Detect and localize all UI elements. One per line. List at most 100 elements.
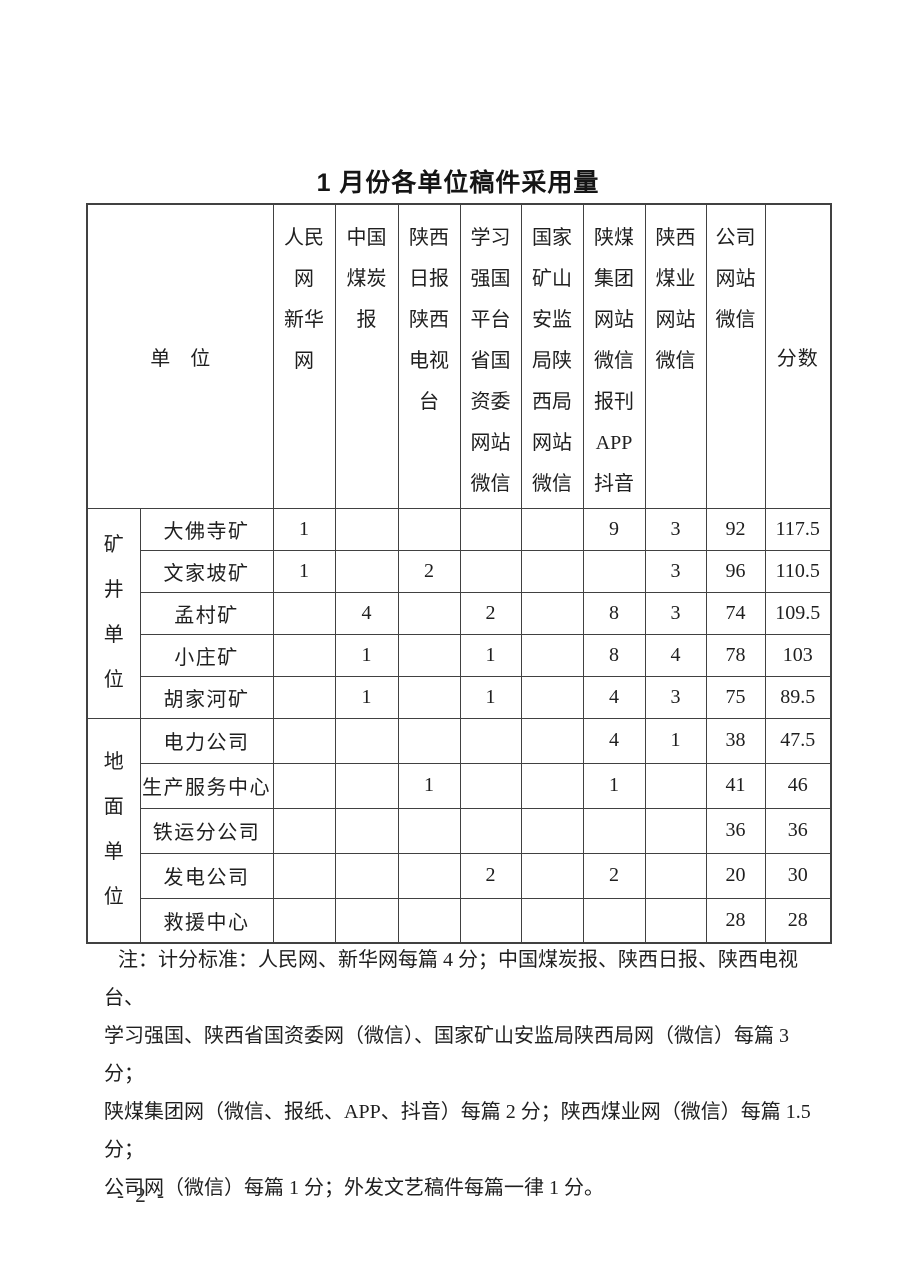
value-cell: 3 — [644, 591, 707, 635]
column-header-mine-safety-bureau: 国家 矿山 安监 局陕 西局 网站 微信 — [520, 203, 584, 509]
score-column-header: 分数 — [764, 203, 832, 509]
note-line: 注：计分标准：人民网、新华网每篇 4 分；中国煤炭报、陕西日报、陕西电视台、 — [104, 949, 798, 1009]
value-cell: 2 — [582, 852, 646, 899]
table-row: 矿井单位 大佛寺矿 1 9 3 92 117.5 — [86, 507, 832, 719]
table-header-row: 单 位 人民 网 新华 网 中国 煤炭 报 陕西 日报 陕西 电视 台 学习 强… — [86, 203, 832, 509]
column-header-text: 人民 网 新华 网 — [284, 227, 324, 372]
value-cell: 2 — [397, 549, 461, 593]
column-header-china-coal-news: 中国 煤炭 报 — [334, 203, 399, 509]
value-cell — [397, 591, 461, 635]
value-cell — [334, 807, 399, 854]
value-cell: 1 — [272, 507, 336, 551]
page-title: 1 月份各单位稿件采用量 — [316, 169, 600, 197]
note-line: 学习强国、陕西省国资委网（微信）、国家矿山安监局陕西局网（微信）每篇 3 分； — [104, 1025, 789, 1085]
value-cell: 3 — [644, 675, 707, 719]
value-cell: 4 — [644, 633, 707, 677]
value-cell — [272, 807, 336, 854]
score-cell: 46 — [764, 762, 832, 809]
value-cell — [397, 633, 461, 677]
value-cell: 92 — [705, 507, 766, 551]
score-cell: 110.5 — [764, 549, 832, 593]
unit-name-cell: 电力公司 — [139, 717, 274, 764]
value-cell: 8 — [582, 633, 646, 677]
unit-name-cell: 小庄矿 — [139, 633, 274, 677]
value-cell: 1 — [397, 762, 461, 809]
score-cell: 28 — [764, 897, 832, 944]
value-cell: 4 — [334, 591, 399, 635]
value-cell: 9 — [582, 507, 646, 551]
score-cell: 109.5 — [764, 591, 832, 635]
value-cell — [520, 807, 584, 854]
column-header-renmin-xinhua: 人民 网 新华 网 — [272, 203, 336, 509]
column-header-text: 陕煤 集团 网站 微信 报刊 APP 抖音 — [594, 227, 634, 495]
value-cell — [272, 633, 336, 677]
column-header-text: 学习 强国 平台 省国 资委 网站 微信 — [470, 227, 511, 495]
column-header-text: 中国 煤炭 报 — [346, 227, 387, 331]
column-header-text: 国家 矿山 安监 局陕 西局 网站 微信 — [532, 227, 572, 495]
value-cell: 96 — [705, 549, 766, 593]
table-row: 胡家河矿 1 1 4 3 75 89.5 — [87, 675, 832, 719]
value-cell — [272, 897, 336, 944]
value-cell: 78 — [705, 633, 766, 677]
value-cell: 20 — [705, 852, 766, 899]
column-header-shaanxi-coal-group: 陕煤 集团 网站 微信 报刊 APP 抖音 — [582, 203, 646, 509]
column-header-shaanxi-daily-tv: 陕西 日报 陕西 电视 台 — [397, 203, 461, 509]
value-cell: 74 — [705, 591, 766, 635]
table-row: 地面单位 电力公司 4 1 38 47.5 — [86, 717, 832, 944]
value-cell — [272, 675, 336, 719]
value-cell: 75 — [705, 675, 766, 719]
score-cell: 30 — [764, 852, 832, 899]
value-cell: 1 — [334, 675, 399, 719]
table-row: 铁运分公司 36 36 — [87, 807, 832, 854]
value-cell — [520, 717, 584, 764]
value-cell — [520, 549, 584, 593]
value-cell — [272, 591, 336, 635]
value-cell — [334, 852, 399, 899]
group-header-mine-units: 矿井单位 — [86, 507, 141, 719]
unit-name-cell: 铁运分公司 — [139, 807, 274, 854]
value-cell — [582, 549, 646, 593]
value-cell — [459, 897, 522, 944]
value-cell — [397, 717, 461, 764]
value-cell — [272, 852, 336, 899]
value-cell: 1 — [459, 633, 522, 677]
table-row: 小庄矿 1 1 8 4 78 103 — [87, 633, 832, 677]
value-cell — [459, 549, 522, 593]
scoring-note: 注：计分标准：人民网、新华网每篇 4 分；中国煤炭报、陕西日报、陕西电视台、 学… — [104, 941, 820, 1207]
value-cell — [272, 762, 336, 809]
page-number: - 2 - — [117, 1183, 167, 1207]
value-cell — [644, 897, 707, 944]
value-cell — [520, 675, 584, 719]
value-cell — [397, 507, 461, 551]
value-cell — [520, 897, 584, 944]
value-cell — [334, 549, 399, 593]
value-cell — [582, 897, 646, 944]
score-cell: 36 — [764, 807, 832, 854]
score-cell: 117.5 — [764, 507, 832, 551]
adoption-table: 单 位 人民 网 新华 网 中国 煤炭 报 陕西 日报 陕西 电视 台 学习 强… — [86, 203, 832, 944]
value-cell: 1 — [644, 717, 707, 764]
value-cell: 4 — [582, 717, 646, 764]
column-header-text: 陕西 煤业 网站 微信 — [655, 227, 696, 372]
value-cell — [520, 852, 584, 899]
value-cell — [397, 807, 461, 854]
group-label: 矿井单位 — [103, 534, 124, 691]
value-cell: 41 — [705, 762, 766, 809]
value-cell — [459, 807, 522, 854]
value-cell: 2 — [459, 852, 522, 899]
score-cell: 47.5 — [764, 717, 832, 764]
value-cell — [520, 507, 584, 551]
table-row: 文家坡矿 1 2 3 96 110.5 — [87, 549, 832, 593]
value-cell: 28 — [705, 897, 766, 944]
value-cell: 1 — [582, 762, 646, 809]
value-cell: 3 — [644, 507, 707, 551]
value-cell — [459, 717, 522, 764]
value-cell — [520, 591, 584, 635]
value-cell — [334, 717, 399, 764]
value-cell: 3 — [644, 549, 707, 593]
table-row: 生产服务中心 1 1 41 46 — [87, 762, 832, 809]
column-header-text: 陕西 日报 陕西 电视 台 — [409, 227, 449, 413]
column-header-company-website: 公司 网站 微信 — [705, 203, 766, 509]
value-cell — [582, 807, 646, 854]
